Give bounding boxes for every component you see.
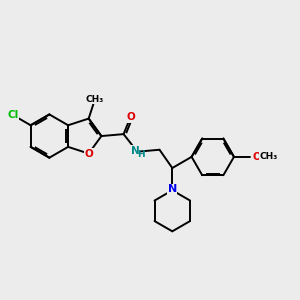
Text: H: H — [137, 150, 145, 159]
Text: N: N — [168, 184, 177, 194]
Text: O: O — [253, 152, 262, 162]
Text: CH₃: CH₃ — [85, 94, 103, 103]
Text: Cl: Cl — [8, 110, 19, 120]
Text: N: N — [131, 146, 140, 156]
Text: O: O — [126, 112, 135, 122]
Text: CH₃: CH₃ — [260, 152, 278, 161]
Text: O: O — [84, 148, 93, 159]
